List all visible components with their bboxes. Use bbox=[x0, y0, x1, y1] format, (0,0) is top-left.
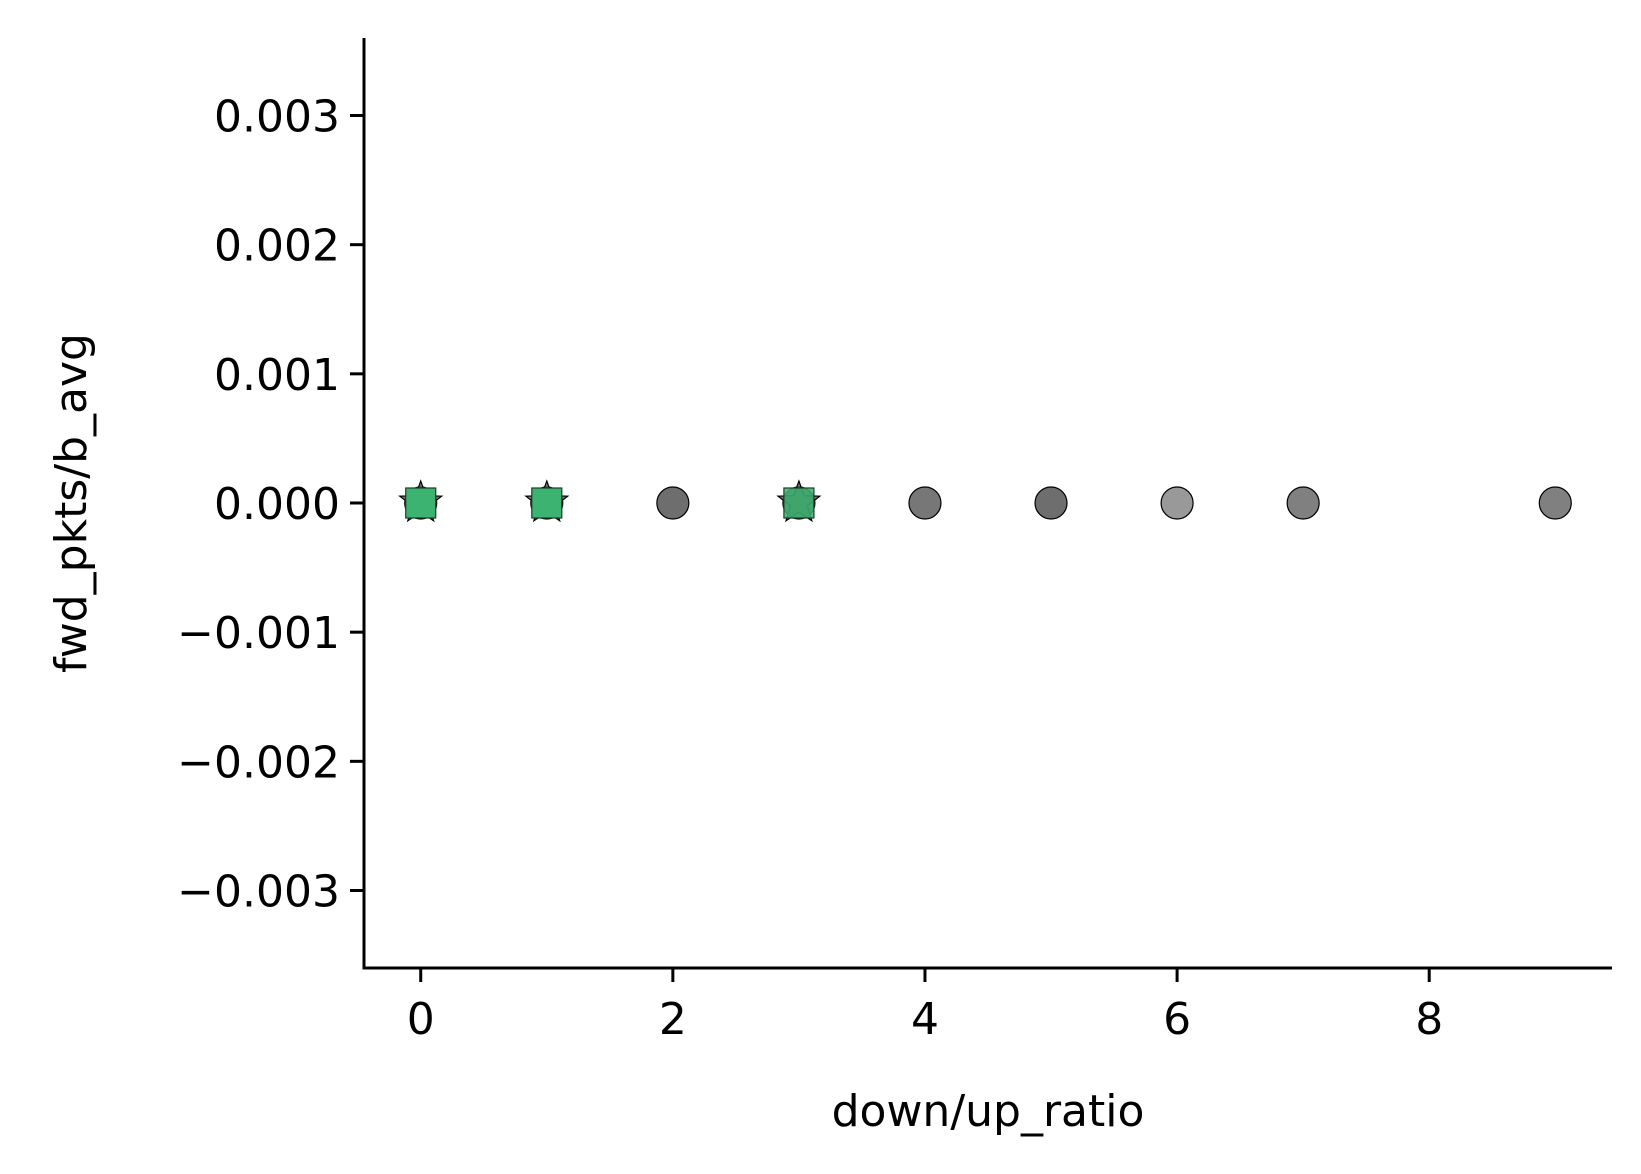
y-tick-label: 0.001 bbox=[214, 350, 340, 401]
scatter-point-square bbox=[783, 487, 815, 519]
y-tick-label: −0.003 bbox=[177, 867, 340, 918]
scatter-point bbox=[1286, 486, 1320, 520]
x-tick-label: 6 bbox=[1163, 994, 1191, 1045]
y-axis-ticks: −0.003 −0.002 −0.001 0.000 0.001 0.002 0.003 bbox=[177, 92, 364, 918]
y-tick-label: −0.001 bbox=[177, 608, 340, 659]
scatter-point bbox=[656, 486, 690, 520]
scatter-point bbox=[908, 486, 942, 520]
data-points bbox=[398, 479, 1572, 523]
scatter-point-square bbox=[531, 487, 563, 519]
scatter-point-square bbox=[405, 487, 437, 519]
scatter-point bbox=[1034, 486, 1068, 520]
x-axis-ticks: 0 2 4 6 8 bbox=[407, 968, 1443, 1045]
y-axis-label: fwd_pkts/b_avg bbox=[46, 333, 97, 673]
x-tick-label: 0 bbox=[407, 994, 435, 1045]
x-tick-label: 2 bbox=[659, 994, 687, 1045]
x-tick-label: 4 bbox=[911, 994, 939, 1045]
y-tick-label: 0.003 bbox=[214, 92, 340, 143]
y-tick-label: 0.000 bbox=[214, 479, 340, 530]
scatter-point bbox=[1160, 486, 1194, 520]
y-tick-label: −0.002 bbox=[177, 737, 340, 788]
scatter-point bbox=[1538, 486, 1572, 520]
y-tick-label: 0.002 bbox=[214, 221, 340, 272]
x-axis-label: down/up_ratio bbox=[832, 1086, 1145, 1137]
x-tick-label: 8 bbox=[1415, 994, 1443, 1045]
